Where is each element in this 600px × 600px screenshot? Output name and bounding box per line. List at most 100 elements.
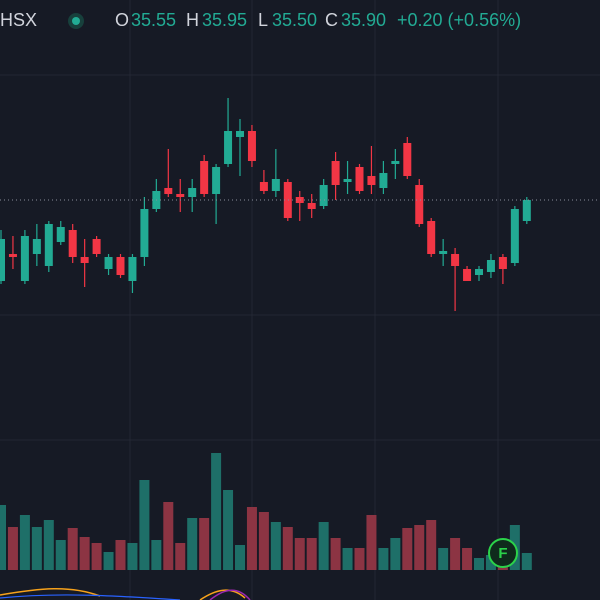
volume-bar (115, 540, 126, 570)
ohlc-value: 35.50 (272, 10, 317, 30)
symbol[interactable]: HSX (0, 10, 37, 30)
candle-body (451, 254, 460, 266)
ohlc-key: C (325, 10, 338, 30)
volume-bar (354, 548, 365, 570)
candle-body (331, 161, 340, 185)
candle-body (427, 221, 436, 254)
volume-bar (330, 538, 341, 570)
volume-bar (366, 515, 377, 570)
candle-body (188, 188, 197, 197)
ohlc-value: 35.55 (131, 10, 176, 30)
candle-body (176, 194, 185, 197)
candle-body (247, 131, 256, 161)
volume-bar (342, 548, 353, 570)
candle-body (475, 269, 483, 275)
volume-bar (270, 522, 281, 570)
volume-bar (474, 558, 484, 570)
candle-body (212, 167, 221, 194)
candle-body (403, 143, 412, 176)
volume-bar (438, 548, 449, 570)
candle-body (283, 182, 292, 218)
volume-bar (91, 543, 102, 570)
candle-body (164, 188, 173, 194)
volume-bar (0, 505, 6, 570)
candle-body (128, 257, 137, 281)
candle-body (0, 239, 5, 281)
volume-bar (43, 520, 54, 570)
volume-bar (223, 490, 234, 570)
badge-circle (488, 538, 518, 568)
change: +0.20 (+0.56%) (397, 10, 521, 30)
volume-bar (450, 538, 461, 570)
volume-bar (282, 527, 293, 570)
volume-bar (151, 540, 162, 570)
candle-body (439, 251, 448, 254)
volume-bar (235, 545, 245, 570)
candle-body (236, 131, 244, 137)
volume-bar (175, 543, 186, 570)
indicator-line (0, 587, 246, 600)
candle-body (259, 182, 268, 191)
candle-body (319, 185, 328, 206)
volume-bar (7, 527, 18, 570)
ohlc-value: 35.90 (341, 10, 386, 30)
ohlc-key: O (115, 10, 129, 30)
ohlc-key: L (258, 10, 268, 30)
volume-bar (79, 537, 90, 570)
candle-body (510, 209, 519, 263)
indicator-line (0, 594, 181, 600)
candle-body (8, 254, 17, 257)
volume-bar (521, 553, 532, 570)
candle-body (367, 176, 376, 185)
volume-bar (55, 540, 66, 570)
candle-body (486, 260, 495, 272)
volume-bar (426, 520, 437, 570)
candle-body (307, 203, 316, 209)
candle-body (463, 269, 472, 281)
volume-bar (402, 528, 413, 570)
candle-body (271, 179, 280, 191)
candle-body (415, 185, 424, 224)
candle-body (355, 167, 364, 191)
volume-bar (19, 515, 30, 570)
candle-body (522, 200, 531, 221)
candle-body (343, 179, 352, 182)
status-dot (72, 17, 80, 25)
volume-bar (306, 538, 317, 570)
candle-body (44, 224, 53, 266)
volume-bar (103, 552, 114, 570)
candle-body (379, 173, 388, 188)
candle-body (20, 236, 29, 281)
header: HSX +0.20 (+0.56%) (0, 10, 521, 30)
volume-bar (199, 518, 210, 570)
candle-body (498, 257, 507, 269)
candle-body (116, 257, 125, 275)
candle-body (32, 239, 41, 254)
volume-bar (187, 518, 198, 570)
volume-bar (67, 528, 78, 570)
volume-bar (485, 555, 496, 570)
candle-body (92, 239, 101, 254)
candle-body (56, 227, 65, 242)
volume-bar (414, 525, 425, 570)
candle-body (224, 131, 233, 164)
badge-label[interactable]: F (498, 545, 507, 562)
volume-bar (294, 538, 305, 570)
volume-bar (318, 522, 329, 570)
volume-bar (378, 548, 389, 570)
candle-body (140, 209, 149, 257)
candle-body (104, 257, 113, 269)
candle-body (295, 197, 304, 203)
volume-bar (246, 507, 257, 570)
candle-body (80, 257, 89, 263)
volume-bar (390, 538, 401, 570)
indicator-line (209, 589, 251, 600)
ohlc-key: H (186, 10, 199, 30)
volume-bar (211, 453, 222, 570)
volume-bar (127, 543, 138, 570)
candle-body (391, 161, 400, 164)
volume-bar (462, 548, 473, 570)
